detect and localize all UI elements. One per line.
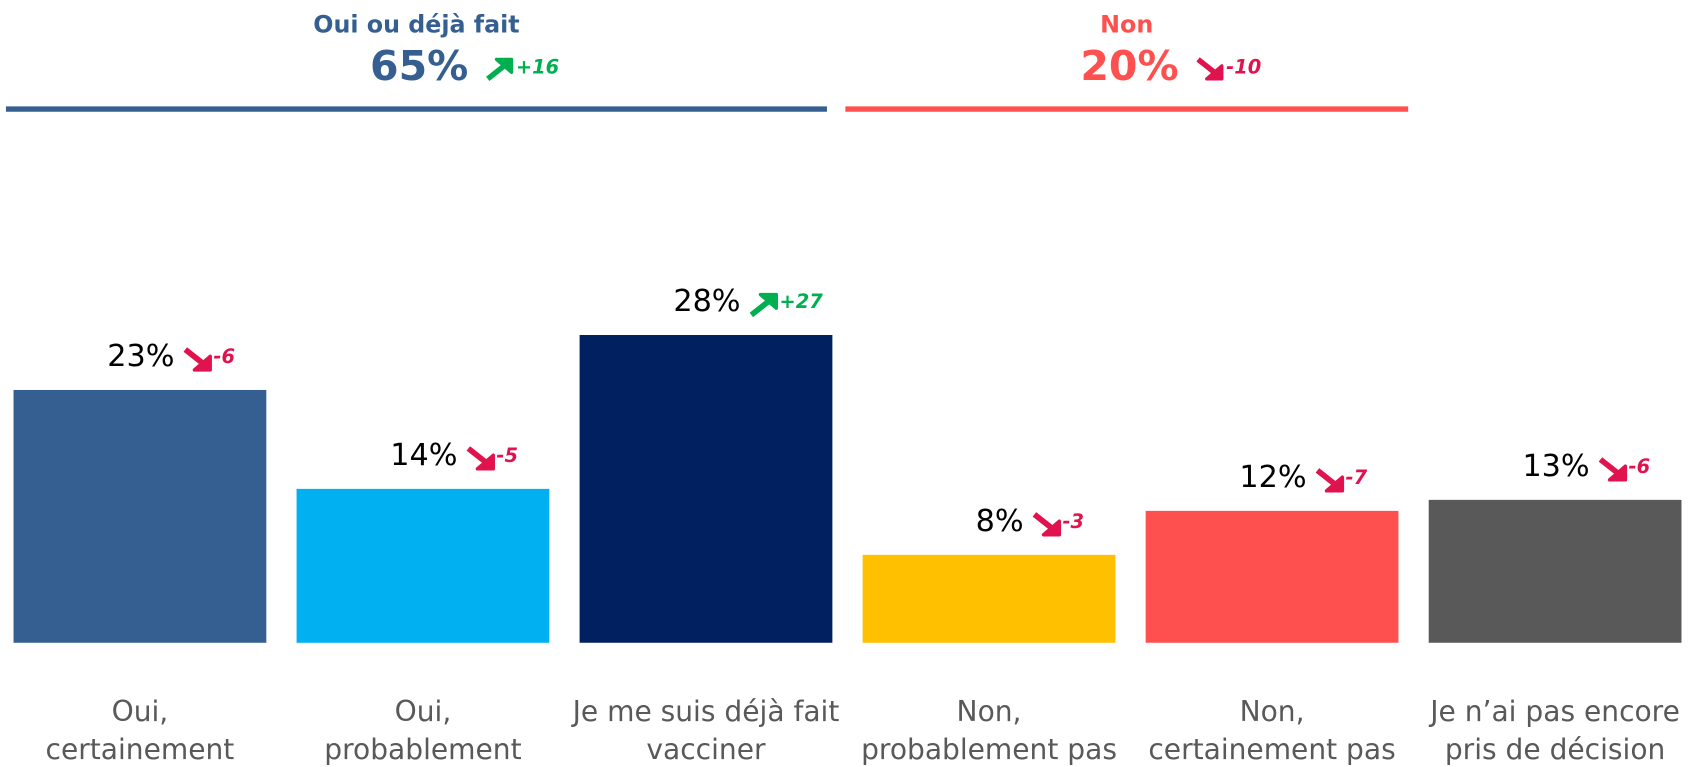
bar [579,334,833,643]
value-label: 14% [390,438,457,473]
bar [1428,499,1682,643]
change-label: -3 [1062,510,1084,533]
arrow-head [1324,475,1345,493]
trend-arrow [1315,468,1345,493]
bar [1145,510,1399,643]
trend-arrow [1598,457,1628,482]
group-change: +16 [516,56,559,79]
arrow-head [475,453,495,471]
value-label: 28% [673,284,740,319]
group-share: 20% [1080,42,1178,90]
x-tick-label: Non, certainement pas [1148,695,1395,766]
bar [296,488,550,643]
trend-arrow [183,347,212,372]
bar [13,389,267,643]
trend-arrow [466,446,495,471]
arrow-head [1205,64,1224,81]
value-label: 8% [976,504,1024,539]
arrow-head [494,57,514,74]
change-label: -5 [496,444,518,467]
x-tick-label: Oui, certainement [46,695,235,766]
trend-arrow [1032,512,1062,537]
change-label: -6 [1629,455,1651,478]
group-change: -10 [1226,56,1261,79]
group-label: Non [1100,10,1153,38]
bar [862,554,1116,643]
group-share: 65% [370,42,468,90]
change-label: +27 [779,290,823,313]
change-label: -7 [1346,466,1368,489]
x-tick-label: Oui, probablement [324,695,521,766]
arrow-head [1041,519,1062,537]
group-label: Oui ou déjà fait [313,10,519,38]
x-tick-label: Je me suis déjà fait vacciner [571,695,840,766]
arrow-head [1607,464,1628,482]
x-tick-label: Je n’ai pas encore pris de décision [1428,695,1680,766]
change-label: -6 [213,345,235,368]
value-label: 13% [1522,449,1589,484]
arrow-head [758,292,779,310]
arrow-head [192,354,212,372]
value-label: 12% [1239,460,1306,495]
trend-arrow [486,57,514,81]
value-label: 23% [107,339,174,374]
x-tick-label: Non, probablement pas [861,695,1117,766]
trend-arrow [749,292,779,318]
trend-arrow [1196,57,1224,81]
